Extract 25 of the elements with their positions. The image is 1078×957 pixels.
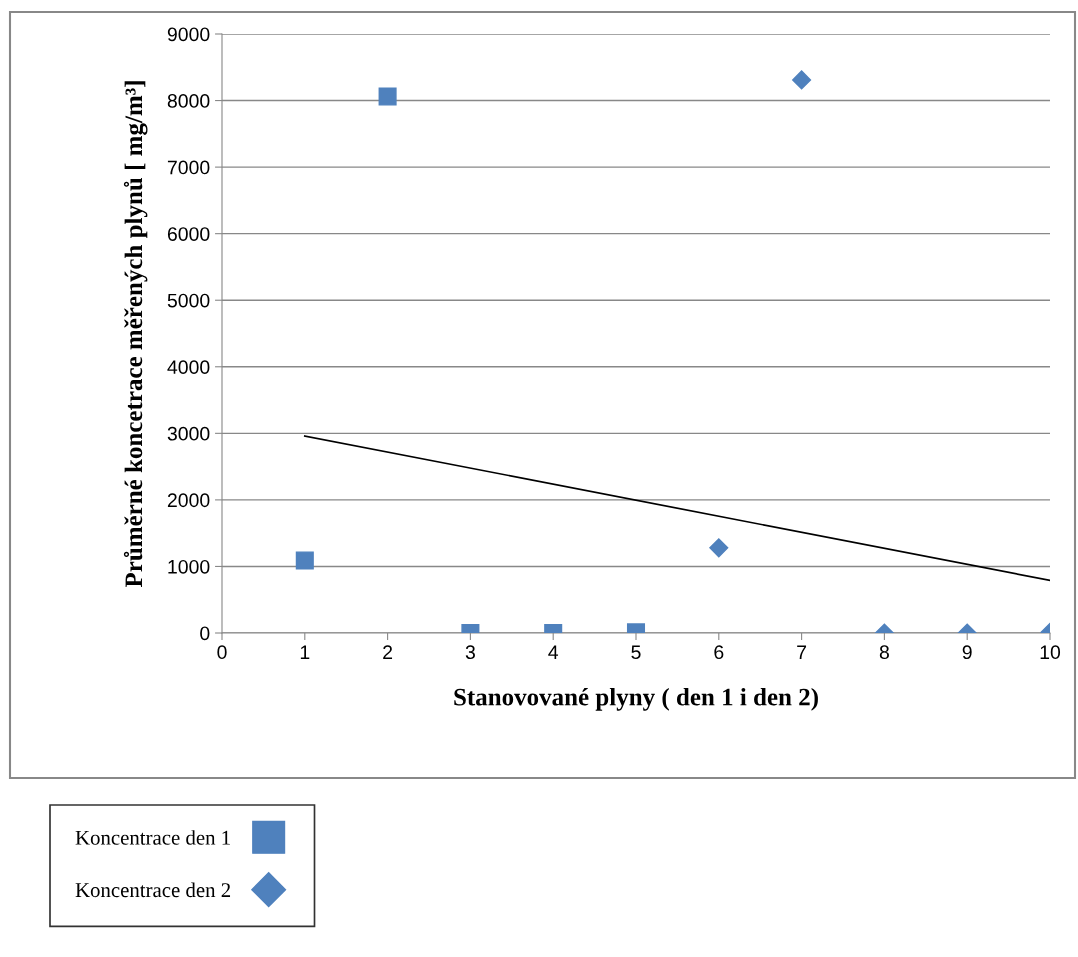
y-tick-label: 6000	[167, 227, 210, 241]
y-tick-label: 8000	[167, 94, 210, 108]
x-tick-label: 1	[300, 645, 310, 659]
y-tick-label: 0	[200, 626, 210, 641]
x-tick-label: 5	[631, 645, 641, 660]
x-tick-label: 4	[548, 645, 559, 659]
x-tick-label: 6	[714, 645, 724, 660]
y-tick-label: 5000	[167, 293, 210, 308]
x-tick-label: 0	[217, 645, 227, 660]
x-tick-label: 10	[1040, 645, 1061, 660]
x-tick-label: 2	[383, 645, 393, 659]
x-axis-title: Stanovované plyny ( den 1 i den 2)	[454, 687, 818, 711]
x-tick-label: 3	[465, 645, 475, 660]
y-tick-label: 3000	[167, 426, 210, 441]
x-tick-label: 9	[962, 645, 972, 660]
legend-label: Koncentrace den 2	[75, 882, 231, 898]
y-axis-title: Průměrné koncetrace měřených plynů [ mg/m³]	[123, 81, 148, 588]
y-tick-label: 7000	[167, 160, 210, 175]
y-tick-label: 4000	[167, 360, 210, 375]
x-tick-label: 7	[797, 645, 807, 659]
y-tick-label: 9000	[167, 27, 210, 42]
y-tick-label: 2000	[167, 493, 210, 508]
legend-label: Koncentrace den 1	[75, 830, 230, 845]
x-tick-label: 8	[879, 645, 889, 660]
y-tick-label: 1000	[168, 559, 210, 574]
